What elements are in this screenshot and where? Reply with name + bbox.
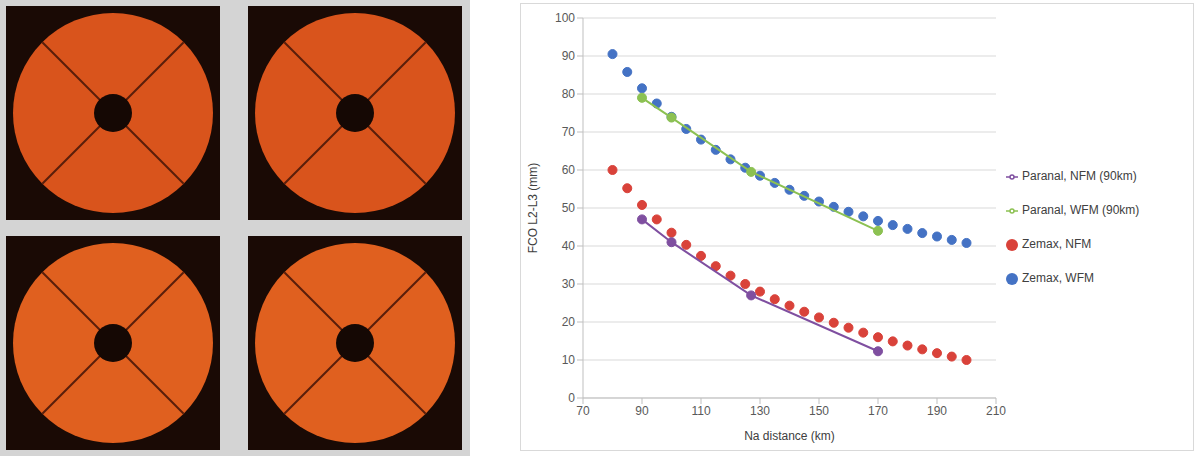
svg-text:90: 90 xyxy=(562,49,576,63)
svg-text:0: 0 xyxy=(568,391,575,405)
svg-text:130: 130 xyxy=(750,404,770,418)
svg-text:150: 150 xyxy=(809,404,829,418)
svg-text:50: 50 xyxy=(562,201,576,215)
svg-text:Na distance (km): Na distance (km) xyxy=(744,429,835,443)
svg-text:40: 40 xyxy=(562,239,576,253)
svg-text:30: 30 xyxy=(562,277,576,291)
svg-text:80: 80 xyxy=(562,87,576,101)
html-text:Zemax, NFM: Zemax, NFM xyxy=(1022,237,1092,251)
svg-text:60: 60 xyxy=(562,163,576,177)
svg-text:20: 20 xyxy=(562,315,576,329)
svg-text:10: 10 xyxy=(562,353,576,367)
html-text:Paranal, NFM (90km): Paranal, NFM (90km) xyxy=(1022,169,1137,183)
svg-text:170: 170 xyxy=(868,404,888,418)
svg-text:90: 90 xyxy=(635,404,649,418)
svg-text:110: 110 xyxy=(691,404,710,418)
svg-text:210: 210 xyxy=(986,404,1006,418)
svg-text:70: 70 xyxy=(576,404,590,418)
svg-text:70: 70 xyxy=(562,125,576,139)
html-text:Paranal, WFM (90km): Paranal, WFM (90km) xyxy=(1022,203,1140,217)
svg-text:100: 100 xyxy=(555,11,575,25)
svg-text:FCO L2-L3 (mm): FCO L2-L3 (mm) xyxy=(526,163,540,254)
html-text:Zemax, WFM: Zemax, WFM xyxy=(1022,271,1094,285)
svg-text:190: 190 xyxy=(927,404,947,418)
